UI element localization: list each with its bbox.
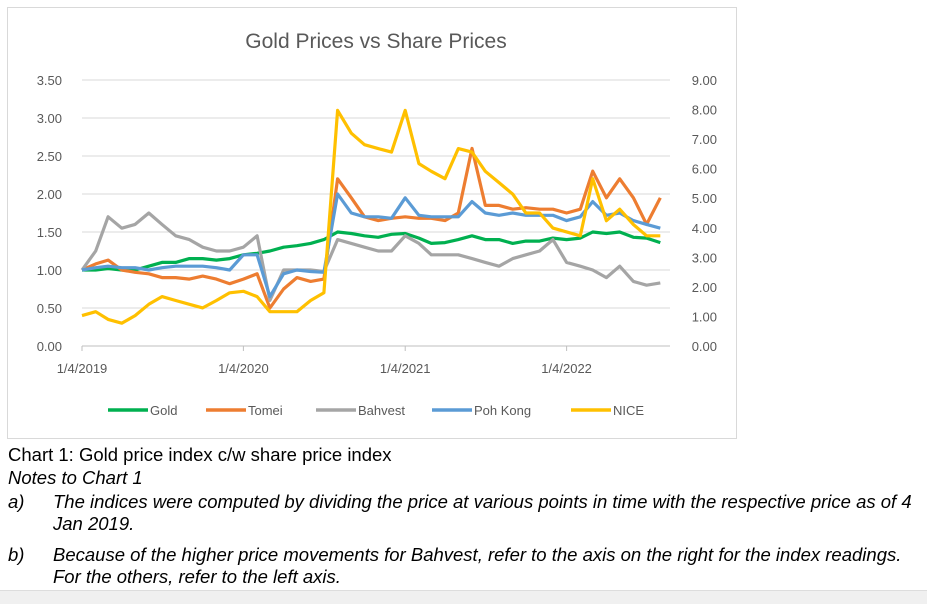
chart-caption: Chart 1: Gold price index c/w share pric… [8, 444, 392, 465]
y-right-tick-label: 3.00 [692, 250, 717, 265]
x-tick-label: 1/4/2020 [218, 361, 269, 376]
series-line-bahvest [80, 211, 661, 302]
legend-label: Gold [150, 403, 177, 418]
y-right-tick-label: 6.00 [692, 162, 717, 177]
y-left-tick-label: 0.00 [37, 339, 62, 354]
notes-heading: Notes to Chart 1 [8, 467, 143, 488]
legend-label: NICE [613, 403, 644, 418]
legend-label: Bahvest [358, 403, 405, 418]
y-right-tick-label: 0.00 [692, 339, 717, 354]
y-right-tick-label: 9.00 [692, 73, 717, 88]
x-tick-label: 1/4/2022 [541, 361, 592, 376]
series-line-gold [82, 230, 661, 272]
chart-title: Gold Prices vs Share Prices [245, 30, 506, 53]
legend-label: Tomei [248, 403, 283, 418]
y-left-tick-label: 3.00 [37, 111, 62, 126]
x-tick-label: 1/4/2019 [57, 361, 108, 376]
y-left-tick-label: 0.50 [37, 301, 62, 316]
y-right-tick-label: 8.00 [692, 103, 717, 118]
line-chart: Gold Prices vs Share Prices 0.00 0.50 1.00 1… [37, 30, 717, 418]
x-tick-label: 1/4/2021 [380, 361, 431, 376]
y-left-tick-label: 3.50 [37, 73, 62, 88]
y-left-tick-label: 2.00 [37, 187, 62, 202]
note-text: Because of the higher price movements fo… [53, 544, 902, 587]
y-left-tick-label: 2.50 [37, 149, 62, 164]
bottom-bar [0, 590, 927, 604]
note-label: b) [8, 544, 25, 565]
y-right-tick-label: 7.00 [692, 132, 717, 147]
series-line-nice [81, 108, 661, 325]
y-right-tick-label: 5.00 [692, 191, 717, 206]
y-left-tick-label: 1.00 [37, 263, 62, 278]
legend-label: Poh Kong [474, 403, 531, 418]
note-label: a) [8, 491, 25, 512]
series-line-tomei [81, 146, 662, 310]
y-right-tick-label: 2.00 [692, 280, 717, 295]
y-left-tick-label: 1.50 [37, 225, 62, 240]
y-right-tick-label: 1.00 [692, 309, 717, 324]
series-line-poh-kong [81, 192, 661, 299]
note-text: The indices were computed by dividing th… [53, 491, 912, 534]
y-right-tick-label: 4.00 [692, 221, 717, 236]
chart-area [7, 7, 737, 439]
